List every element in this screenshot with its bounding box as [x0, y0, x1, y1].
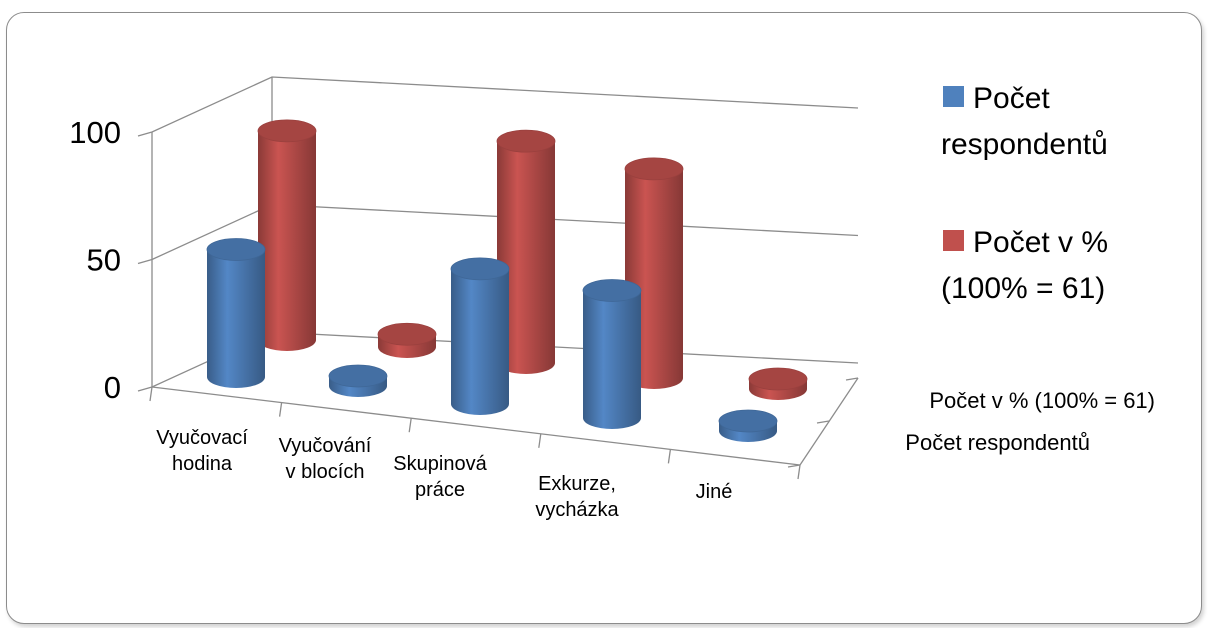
axis-labels: 0 50 100 Vyučovací hodina Vyučování v blocích S…: [69, 115, 1155, 521]
bar-series1-1: [328, 364, 388, 397]
depth-tick-mark: [816, 420, 830, 424]
legend: Počet respondentů Počet v % (100% = 61): [941, 82, 1108, 305]
bar-series1-2: [450, 257, 510, 415]
depth-tick-mark: [787, 464, 801, 468]
bar-series2-1: [377, 322, 437, 358]
y-tick-label: 100: [69, 115, 121, 150]
bar-series1-3: [582, 279, 642, 429]
depth-tick-mark: [845, 377, 859, 381]
y-tick-mark: [137, 386, 153, 392]
x-tick-mark: [149, 386, 153, 402]
gridline-100: [151, 76, 859, 133]
legend-label-0: Počet respondentů: [941, 82, 1108, 161]
x-tick-mark: [408, 418, 412, 433]
legend-label-1: Počet v % (100% = 61): [941, 226, 1108, 305]
legend-swatch-0: [943, 86, 964, 107]
category-axis-line: [151, 386, 801, 466]
bar-series2-2: [496, 129, 556, 374]
y-tick-label: 0: [104, 370, 121, 405]
legend-swatch-1: [943, 230, 964, 251]
series-axis-label: Počet respondentů: [905, 430, 1090, 455]
series-axis-label: Počet v % (100% = 61): [929, 388, 1155, 413]
x-tick-label: Exkurze, vycházka: [535, 473, 619, 521]
axes: [137, 131, 859, 480]
bar-series1-0: [206, 238, 266, 388]
x-tick-label: Vyučovací hodina: [156, 427, 248, 475]
x-tick-mark: [667, 449, 672, 464]
x-tick-mark: [538, 433, 542, 448]
bar-series2-0: [257, 119, 317, 351]
x-tick-label: Vyučování v blocích: [279, 435, 372, 483]
x-tick-label: Skupinová práce: [393, 453, 487, 501]
y-tick-mark: [137, 131, 153, 137]
x-tick-mark: [278, 402, 283, 417]
bar-series1-4: [718, 409, 778, 442]
bars: [206, 119, 808, 442]
y-tick-mark: [137, 258, 153, 265]
x-tick-mark: [797, 464, 801, 480]
bar-series2-4: [748, 367, 808, 400]
x-tick-label: Jiné: [696, 481, 733, 503]
y-tick-label: 50: [87, 243, 121, 278]
